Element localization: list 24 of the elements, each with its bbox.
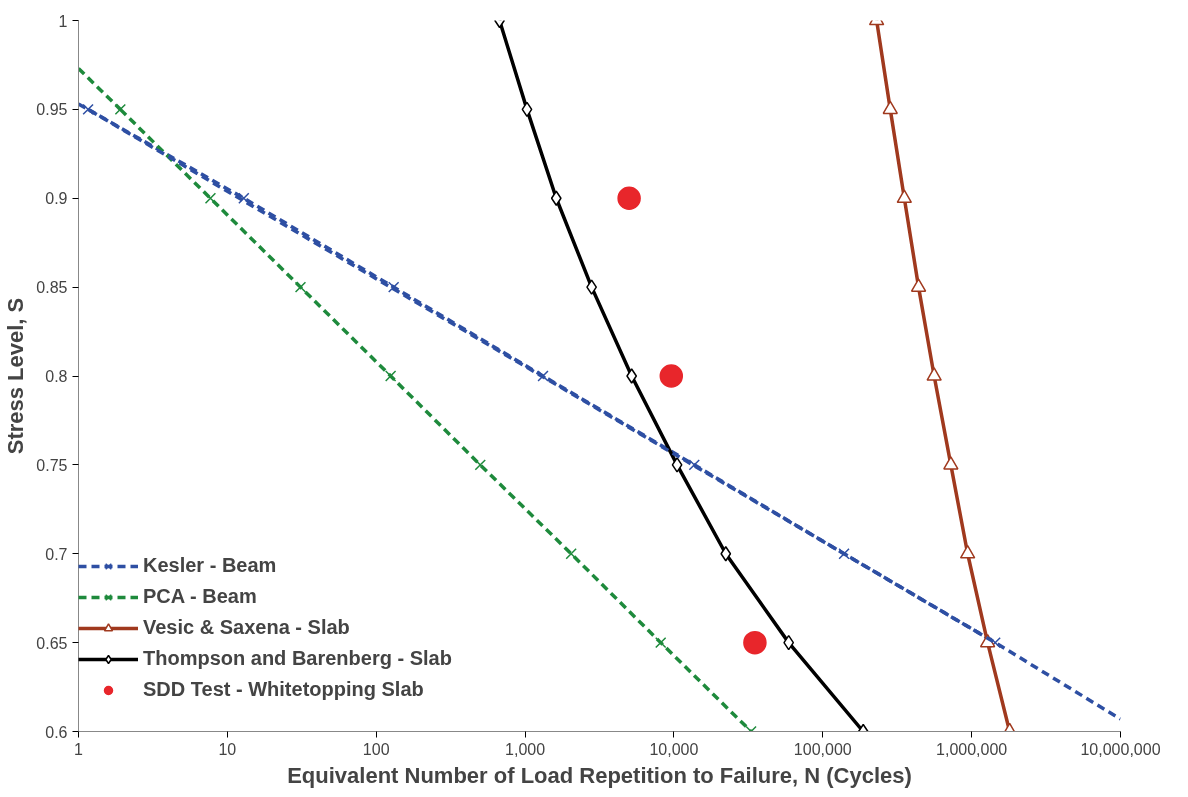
legend-label: SDD Test - Whitetopping Slab [143,678,424,701]
legend-label: Kesler - Beam [143,554,277,577]
legend-label: PCA - Beam [143,585,257,608]
y-axis-title: Stress Level, S [3,297,29,455]
x-tick-label: 100,000 [793,740,852,758]
x-tick-label: 1 [74,740,84,758]
legend-label: Thompson and Barenberg - Slab [143,647,452,670]
y-tick-label: 0.75 [36,456,68,474]
x-axis-title: Equivalent Number of Load Repetition to Failure, N (Cycles) [287,762,912,788]
x-tick-label: 1,000,000 [936,740,1008,758]
y-tick-label: 1 [58,12,68,30]
y-tick-label: 0.95 [36,101,68,119]
x-tick-label: 1,000 [505,740,546,758]
legend-label: Vesic & Saxena - Slab [143,616,350,639]
x-tick-label: 10,000,000 [1080,740,1161,758]
x-tick-label: 10 [218,740,237,758]
y-tick-label: 0.7 [45,545,68,563]
x-tick-label: 10,000 [649,740,699,758]
x-tick-label: 100 [362,740,390,758]
y-tick-label: 0.6 [45,723,68,741]
y-tick-label: 0.8 [45,368,68,385]
y-tick-label: 0.9 [45,190,68,208]
y-tick-label: 0.85 [36,279,68,297]
y-tick-label: 0.65 [36,634,68,652]
